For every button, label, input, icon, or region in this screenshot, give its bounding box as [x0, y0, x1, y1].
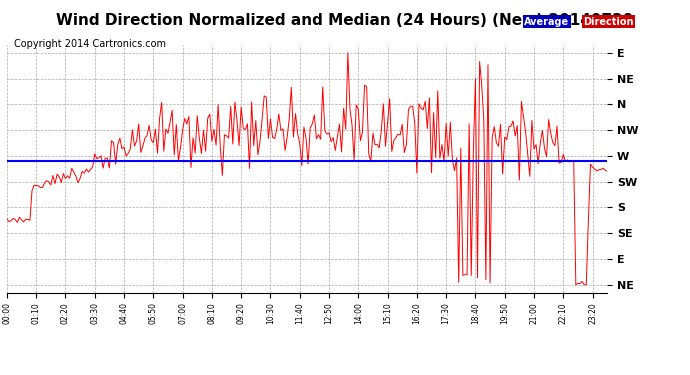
- Text: Copyright 2014 Cartronics.com: Copyright 2014 Cartronics.com: [14, 39, 166, 50]
- Text: Wind Direction Normalized and Median (24 Hours) (New) 20140729: Wind Direction Normalized and Median (24…: [57, 13, 633, 28]
- Text: Average: Average: [524, 17, 569, 27]
- Text: Direction: Direction: [583, 17, 633, 27]
